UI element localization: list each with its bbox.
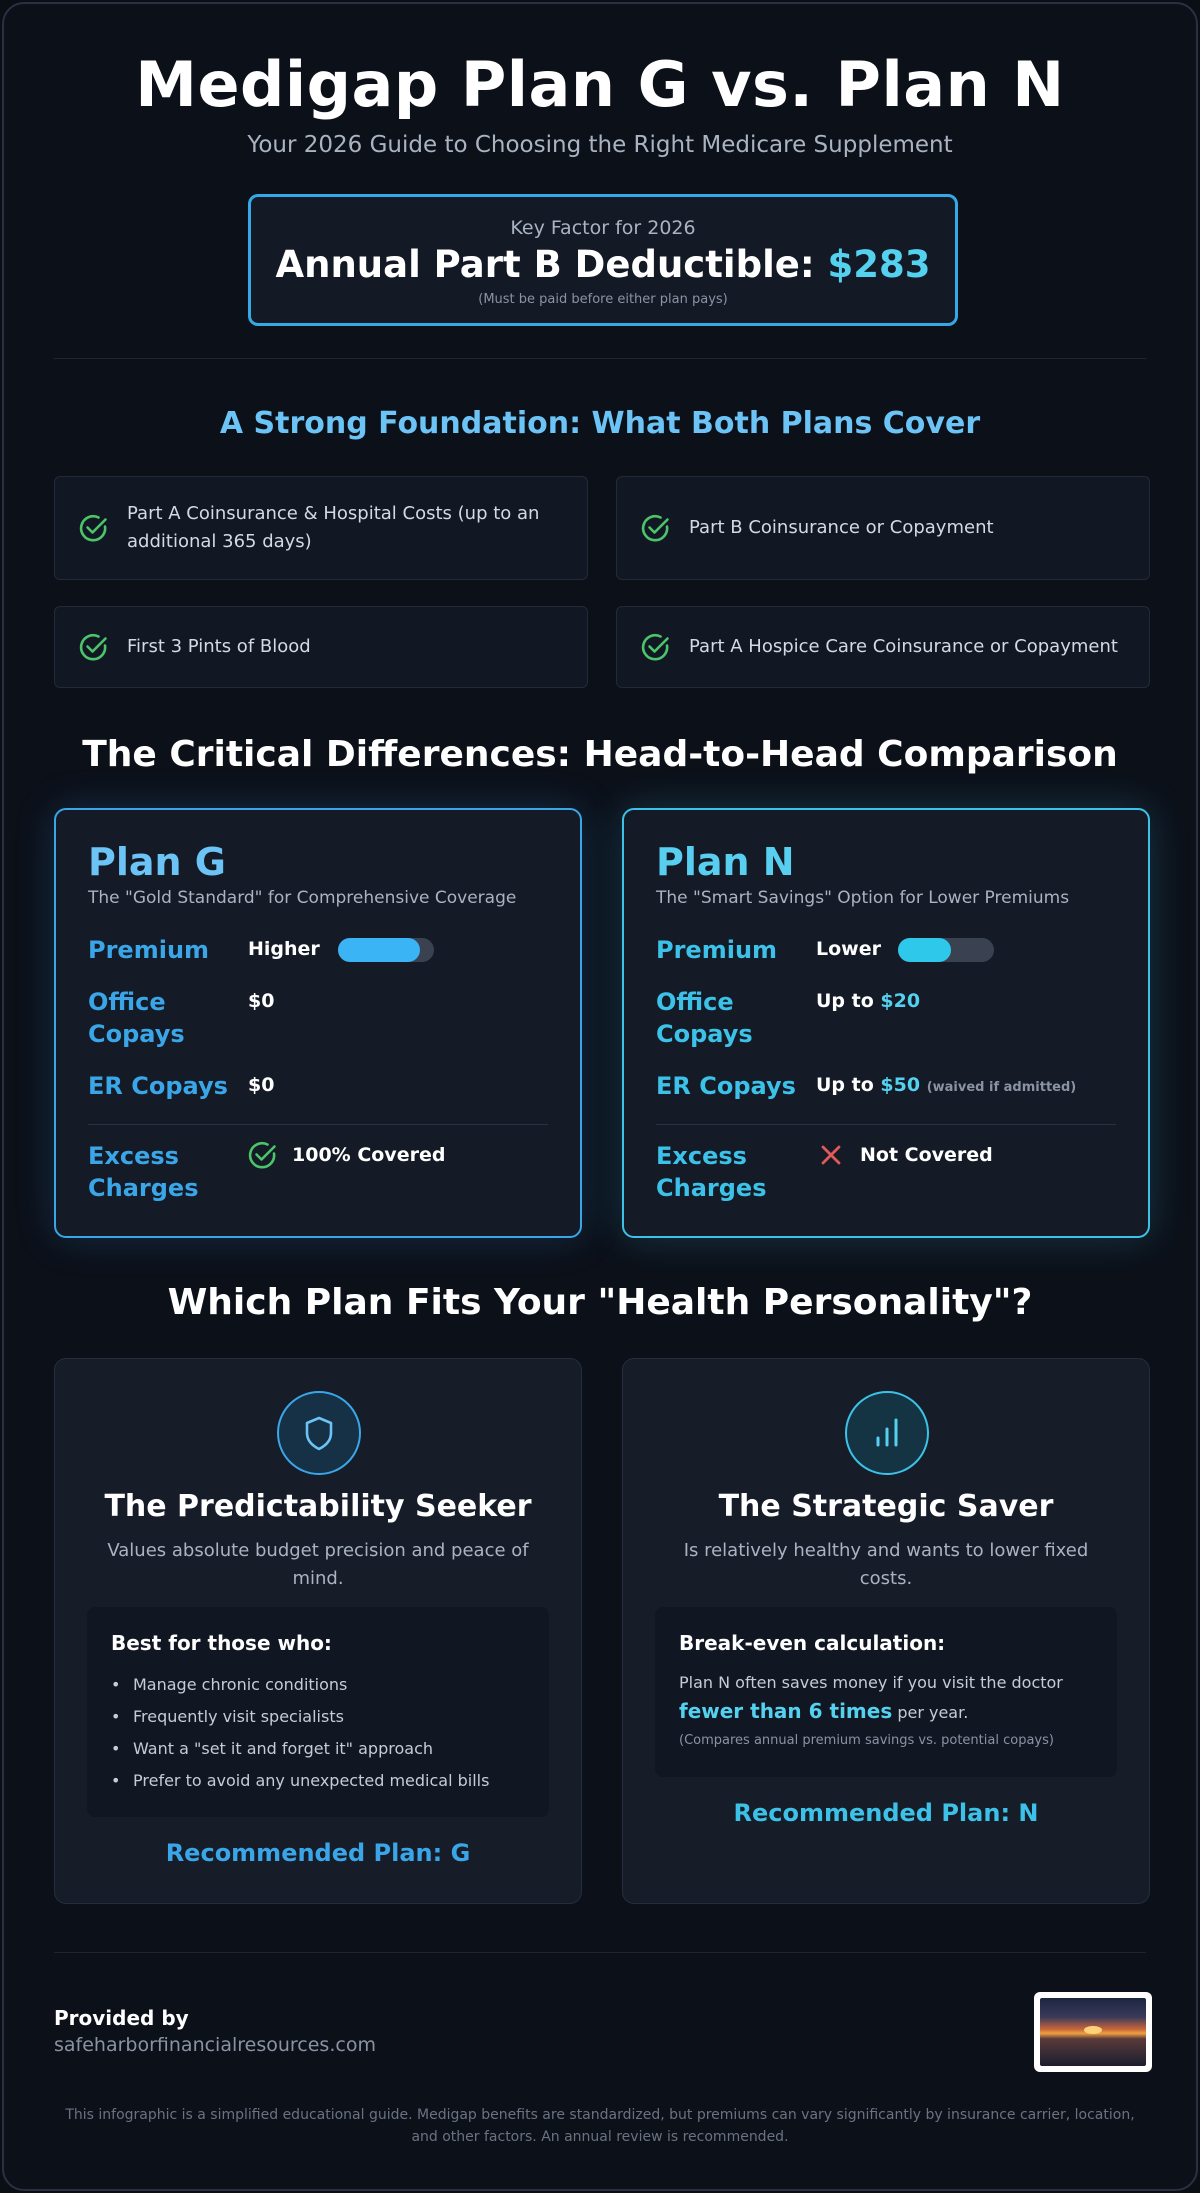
persona-icon-ring <box>845 1391 929 1475</box>
check-circle-icon <box>641 514 669 542</box>
persona-description: Values absolute budget precision and pea… <box>107 1540 529 1589</box>
coverage-item: Part A Coinsurance & Hospital Costs (up … <box>54 476 588 580</box>
break-even-box: Break-even calculation: Plan N often sav… <box>655 1607 1117 1777</box>
coverage-item: Part B Coinsurance or Copayment <box>616 476 1150 580</box>
plan-g-card: Plan G The "Gold Standard" for Comprehen… <box>54 808 582 1238</box>
recommended-plan: Recommended Plan: N <box>733 1799 1039 1827</box>
er-copays-value: Up to $50 (waived if admitted) <box>816 1074 1076 1096</box>
check-circle-icon <box>79 514 107 542</box>
key-factor-amount: $283 <box>827 243 931 286</box>
er-copays-note: (waived if admitted) <box>926 1080 1077 1095</box>
shield-icon <box>305 1416 333 1451</box>
er-copays-prefix: Up to <box>816 1074 881 1096</box>
comparison-title: The Critical Differences: Head-to-Head C… <box>82 734 1118 775</box>
key-factor-label: Key Factor for 2026 <box>510 217 696 239</box>
premium-bar-fill <box>338 938 420 962</box>
plan-description: The "Gold Standard" for Comprehensive Co… <box>88 888 517 908</box>
best-for-list: Manage chronic conditions Frequently vis… <box>111 1669 525 1797</box>
er-copays-prefix: $0 <box>248 1074 275 1096</box>
office-copays-amount: $20 <box>880 990 921 1012</box>
provider-website: safeharborfinancialresources.com <box>54 2034 376 2056</box>
check-circle-icon <box>248 1141 276 1169</box>
persona-icon-ring <box>277 1391 361 1475</box>
provided-by-label: Provided by <box>54 2006 189 2030</box>
plan-description: The "Smart Savings" Option for Lower Pre… <box>656 888 1070 908</box>
key-factor-headline: Annual Part B Deductible: $283 <box>251 243 955 286</box>
premium-value: Lower <box>816 938 881 960</box>
excess-charges-value: Not Covered <box>860 1144 993 1166</box>
break-even-text-before: Plan N often saves money if you visit th… <box>679 1673 1063 1692</box>
divider <box>656 1124 1116 1125</box>
recommended-plan: Recommended Plan: G <box>165 1839 471 1867</box>
premium-bar <box>338 938 434 962</box>
office-copays-prefix: Up to <box>816 990 881 1012</box>
premium-bar <box>898 938 994 962</box>
best-for-box: Best for those who: Manage chronic condi… <box>87 1607 549 1817</box>
excess-charges-value: 100% Covered <box>292 1144 446 1166</box>
list-item: Want a "set it and forget it" approach <box>111 1733 525 1765</box>
coverage-item-text: Part A Coinsurance & Hospital Costs (up … <box>127 503 540 552</box>
er-copays-label: ER Copays <box>88 1072 228 1100</box>
persona-title: The Predictability Seeker <box>104 1489 532 1524</box>
office-copays-label: Office Copays <box>656 988 753 1048</box>
plan-n-card: Plan N The "Smart Savings" Option for Lo… <box>622 808 1150 1238</box>
sunset-image <box>1040 1998 1146 2066</box>
key-factor-note: (Must be paid before either plan pays) <box>478 292 728 307</box>
excess-charges-label: Excess Charges <box>88 1142 199 1202</box>
list-item: Manage chronic conditions <box>111 1669 525 1701</box>
coverage-item: First 3 Pints of Blood <box>54 606 588 688</box>
divider <box>54 358 1146 359</box>
plan-name: Plan G <box>88 840 226 884</box>
premium-bar-fill <box>898 938 951 962</box>
list-item: Frequently visit specialists <box>111 1701 525 1733</box>
er-copays-amount: $50 <box>880 1074 921 1096</box>
office-copays-value: $0 <box>248 990 274 1012</box>
coverage-item: Part A Hospice Care Coinsurance or Copay… <box>616 606 1150 688</box>
break-even-text: Plan N often saves money if you visit th… <box>679 1669 1093 1727</box>
best-for-title: Best for those who: <box>111 1631 332 1655</box>
premium-label: Premium <box>88 936 210 964</box>
key-factor-box: Key Factor for 2026 Annual Part B Deduct… <box>248 194 958 326</box>
office-copays-label: Office Copays <box>88 988 185 1048</box>
coverage-item-text: Part B Coinsurance or Copayment <box>689 517 994 538</box>
personality-title: Which Plan Fits Your "Health Personality… <box>167 1282 1033 1323</box>
page-title: Medigap Plan G vs. Plan N <box>135 48 1065 121</box>
premium-value: Higher <box>248 938 320 960</box>
key-factor-headline-text: Annual Part B Deductible: <box>275 243 828 286</box>
break-even-note: (Compares annual premium savings vs. pot… <box>679 1733 1054 1748</box>
excess-charges-label: Excess Charges <box>656 1142 767 1202</box>
premium-label: Premium <box>656 936 778 964</box>
divider <box>88 1124 548 1125</box>
coverage-item-text: First 3 Pints of Blood <box>127 636 311 657</box>
break-even-title: Break-even calculation: <box>679 1631 946 1655</box>
sunset-thumbnail <box>1034 1992 1152 2072</box>
break-even-highlight: fewer than 6 times <box>679 1699 893 1723</box>
er-copays-label: ER Copays <box>656 1072 796 1100</box>
page-subtitle: Your 2026 Guide to Choosing the Right Me… <box>247 132 953 158</box>
predictability-seeker-card: The Predictability Seeker Values absolut… <box>54 1358 582 1904</box>
list-item: Prefer to avoid any unexpected medical b… <box>111 1765 525 1797</box>
sun-shape <box>1084 2026 1102 2034</box>
check-circle-icon <box>641 633 669 661</box>
plan-name: Plan N <box>656 840 795 884</box>
divider <box>54 1952 1146 1953</box>
break-even-text-after: per year. <box>892 1703 969 1722</box>
x-icon <box>821 1145 841 1165</box>
check-circle-icon <box>79 633 107 661</box>
strategic-saver-card: The Strategic Saver Is relatively health… <box>622 1358 1150 1904</box>
persona-description: Is relatively healthy and wants to lower… <box>683 1540 1089 1589</box>
coverage-item-text: Part A Hospice Care Coinsurance or Copay… <box>689 636 1118 657</box>
persona-title: The Strategic Saver <box>718 1489 1054 1524</box>
office-copays-value: Up to $20 <box>816 990 920 1012</box>
foundation-title: A Strong Foundation: What Both Plans Cov… <box>219 406 981 441</box>
disclaimer: This infographic is a simplified educati… <box>65 2107 1135 2145</box>
office-copays-prefix: $0 <box>248 990 275 1012</box>
bar-chart-icon <box>876 1418 898 1447</box>
er-copays-value: $0 <box>248 1074 274 1096</box>
